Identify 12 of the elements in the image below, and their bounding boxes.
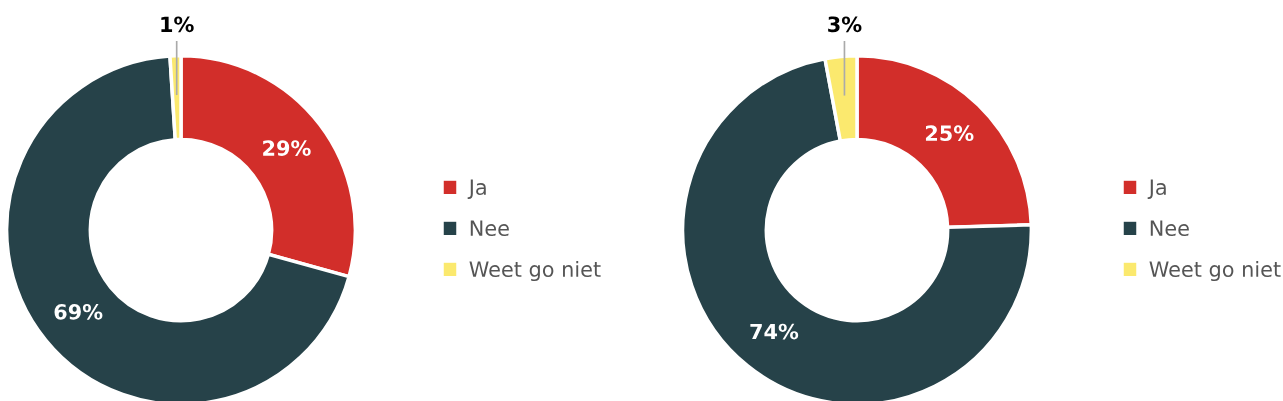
data-label: 1% — [161, 16, 194, 33]
legend-label: Weet go niet — [469, 260, 601, 282]
data-label: 29% — [263, 140, 311, 156]
legend-label: Nee — [470, 220, 509, 237]
legend-label: Nee — [1150, 220, 1189, 237]
data-label: 74% — [750, 323, 799, 340]
data-label: 3% — [828, 16, 862, 33]
legend-label: Weet go niet — [1149, 260, 1281, 282]
data-label: 69% — [54, 303, 103, 320]
legend-label: Ja — [1147, 179, 1166, 199]
data-label: 25% — [925, 125, 974, 142]
legend-label: Ja — [467, 179, 486, 199]
